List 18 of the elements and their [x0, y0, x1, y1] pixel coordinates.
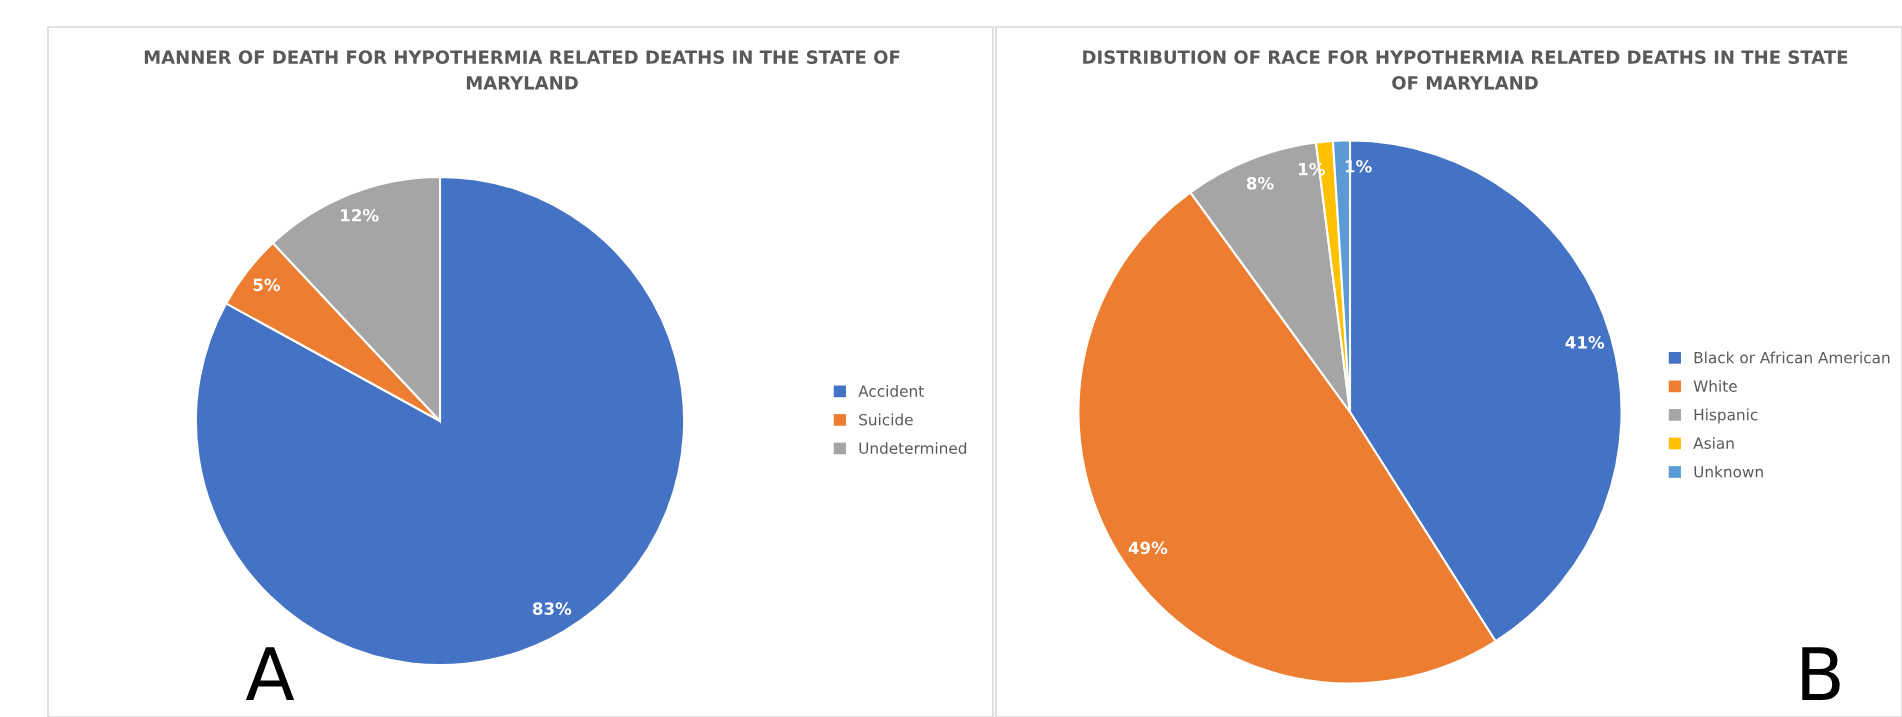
data-label: 49% [1128, 541, 1168, 555]
data-label: 41% [1565, 336, 1605, 349]
legend-label: White [1693, 380, 1737, 392]
legend-label: Hispanic [1694, 408, 1758, 424]
legend-label: Asian [1693, 437, 1734, 449]
text: B [1802, 647, 1840, 700]
chart-title: MANNER OF DEATH FOR HYPOTHERMIA RELATED DEATHS IN THE STATE OF MARYLAND [144, 50, 900, 90]
text: A [245, 647, 295, 700]
data-label: 8% [1246, 176, 1274, 190]
legend-label: Black or African American [1694, 351, 1890, 364]
data-label: 5% [253, 278, 281, 292]
legend-label: Accident [858, 385, 924, 397]
chart-title: DISTRIBUTION OF RACE FOR HYPOTHERMIA RELATED DEATHS IN THE STATE OF MARYLAND [1083, 50, 1848, 90]
data-label: 12% [341, 208, 379, 222]
legend-label: Unknown [1694, 465, 1763, 478]
legend-label: Suicide [859, 413, 913, 426]
data-label: 83% [532, 602, 572, 615]
legend-label: Undetermined [859, 442, 967, 454]
